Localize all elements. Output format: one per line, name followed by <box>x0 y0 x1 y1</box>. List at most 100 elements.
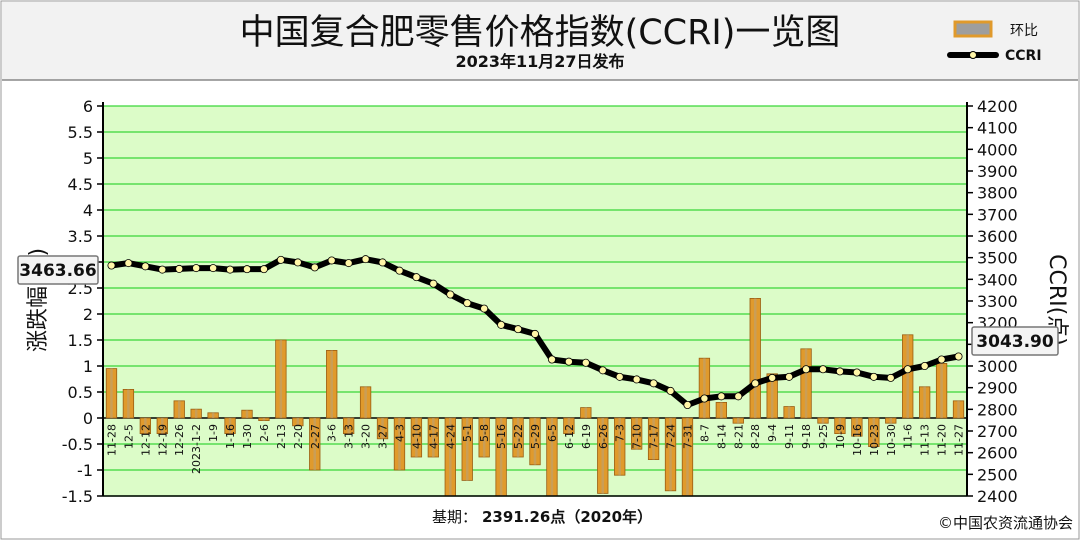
bar-highlight <box>381 418 384 439</box>
x-tick-label: 2-13 <box>275 424 288 449</box>
y-tick-label: -0.5 <box>62 435 93 454</box>
bar-highlight <box>516 418 520 457</box>
ccri-point <box>751 379 760 388</box>
ccri-point <box>785 372 794 381</box>
bar-highlight <box>618 418 621 476</box>
x-tick-label: 12-26 <box>173 424 186 456</box>
x-tick-label: 2-6 <box>258 424 271 442</box>
x-tick-label: 1-9 <box>207 424 220 442</box>
x-tick-label: 10-9 <box>834 424 847 449</box>
y-tick-label: 1 <box>83 357 93 376</box>
x-tick-label: 7-31 <box>681 424 694 449</box>
bar-highlight <box>635 418 638 450</box>
header-band <box>2 2 1078 80</box>
bar-highlight <box>330 350 333 418</box>
bar-highlight <box>533 418 537 465</box>
ccri-point <box>412 273 421 282</box>
bar-highlight <box>550 418 554 496</box>
legend: 环比 CCRI <box>947 20 1042 64</box>
y-tick-label: 5.5 <box>68 123 93 142</box>
x-tick-label: 7-10 <box>631 424 644 449</box>
bar-highlight <box>737 418 740 424</box>
ccri-point <box>819 365 828 374</box>
x-tick-label: 8-14 <box>715 424 728 449</box>
x-tick-label: 4-24 <box>444 424 457 449</box>
ccri-point <box>497 320 506 329</box>
ccri-point <box>717 392 726 401</box>
ccri-point <box>835 367 844 376</box>
bar-highlight <box>686 418 689 496</box>
ccri-point <box>209 264 218 273</box>
x-tick-label: 3-20 <box>360 424 373 449</box>
callout-last-text: 3043.90 <box>976 332 1054 352</box>
ccri-point <box>158 265 167 274</box>
bar-highlight <box>957 400 960 418</box>
bar-highlight <box>482 418 486 457</box>
x-tick-label: 4-17 <box>427 424 440 449</box>
x-tick-label: 1-16 <box>224 424 237 449</box>
x-tick-label: 11-6 <box>902 424 915 449</box>
ccri-point <box>886 373 895 382</box>
x-tick-label: 2-27 <box>309 424 322 449</box>
y2-tick-label: 3800 <box>977 184 1018 203</box>
legend-bar-swatch <box>953 20 993 38</box>
x-tick-label: 7-3 <box>614 424 627 442</box>
x-tick-label: 10-16 <box>851 424 864 456</box>
bar-highlight <box>906 334 909 418</box>
bar-highlight <box>313 418 317 470</box>
x-tick-label: 9-11 <box>783 424 796 449</box>
bar-highlight <box>347 418 350 434</box>
x-tick-label: 7-17 <box>648 424 661 449</box>
bar-highlight <box>872 418 876 447</box>
ccri-point <box>463 299 472 308</box>
x-tick-label: 11-27 <box>953 424 966 456</box>
ccri-point <box>378 258 387 267</box>
y-tick-label: 5 <box>83 149 93 168</box>
y2-tick-label: 4000 <box>977 140 1018 159</box>
bar-highlight <box>415 418 418 457</box>
x-tick-label: 3-27 <box>377 424 390 449</box>
x-tick-label: 8-21 <box>732 424 745 449</box>
bar-highlight <box>584 407 588 418</box>
ccri-point <box>903 365 912 374</box>
x-tick-label: 3-6 <box>326 424 339 442</box>
ccri-point <box>531 329 540 338</box>
y2-tick-label: 3000 <box>977 357 1018 376</box>
ccri-point <box>242 265 251 274</box>
y-tick-label: 0.5 <box>68 383 93 402</box>
y2-tick-label: 3300 <box>977 292 1018 311</box>
x-tick-label: 5-29 <box>529 424 542 449</box>
x-tick-label: 5-22 <box>512 424 525 449</box>
ccri-point <box>361 255 370 264</box>
x-tick-label: 12-12 <box>139 424 152 456</box>
ccri-point <box>310 263 319 272</box>
bar-highlight <box>499 418 503 496</box>
ccri-point <box>666 386 675 395</box>
x-tick-label: 6-5 <box>546 424 559 442</box>
y-tick-label: 4.5 <box>68 175 93 194</box>
bar-highlight <box>449 418 452 496</box>
y2-tick-label: 3600 <box>977 227 1018 246</box>
x-tick-label: 12-5 <box>122 424 135 449</box>
bar-highlight <box>110 368 113 418</box>
bar-highlight <box>567 418 571 434</box>
ccri-point <box>768 373 777 382</box>
ccri-point <box>615 372 624 381</box>
bar-highlight <box>703 358 706 418</box>
x-tick-label: 11-20 <box>936 424 949 456</box>
x-tick-label: 7-24 <box>665 424 678 449</box>
y2-tick-label: 2500 <box>977 465 1018 484</box>
ccri-point <box>937 355 946 364</box>
x-tick-label: 11-28 <box>105 424 118 456</box>
y-tick-label: 4 <box>83 201 93 220</box>
y2-tick-label: 2400 <box>977 487 1018 506</box>
x-tick-label: 2-20 <box>292 424 305 449</box>
bar-series <box>105 297 965 497</box>
ccri-point <box>259 265 268 274</box>
y2-tick-label: 3400 <box>977 270 1018 289</box>
legend-bar-label: 环比 <box>1010 23 1038 39</box>
ccri-point <box>920 361 929 370</box>
ccri-point <box>327 256 336 265</box>
ccri-point <box>192 264 201 273</box>
